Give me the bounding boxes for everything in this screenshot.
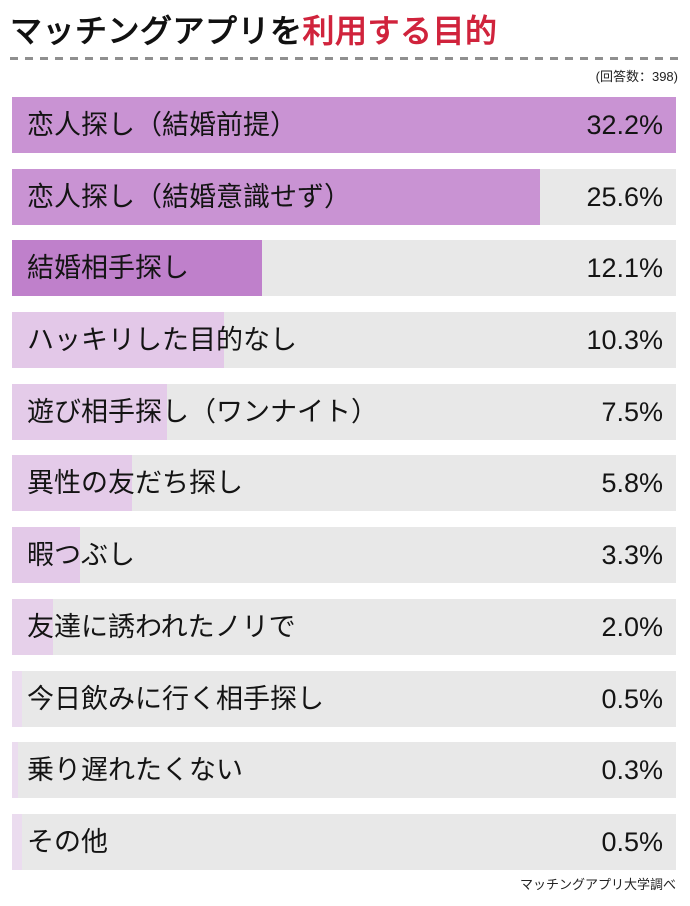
bar-label: 結婚相手探し (27, 253, 189, 284)
bar-row: 暇つぶし 3.3% (12, 527, 676, 584)
bar-row: 恋人探し（結婚前提） 32.2% (12, 97, 676, 153)
bar-value: 25.6% (586, 181, 663, 212)
page-title-black: マッチングアプリを (10, 13, 303, 49)
bar-label: 乗り遅れたくない (27, 755, 243, 786)
bar-row: 結婚相手探し 12.1% (12, 240, 676, 297)
page-title: マッチングアプリを利用する目的 (10, 6, 498, 52)
bar-row: その他 0.5% (12, 813, 676, 870)
bar-row: 遊び相手探し（ワンナイト） 7.5% (12, 383, 676, 440)
bar-fill (12, 312, 225, 369)
bar-fill (12, 455, 132, 512)
bar-label: その他 (27, 826, 108, 857)
bar-fill (12, 598, 54, 655)
bar-value: 3.3% (601, 540, 663, 571)
bar-value: 32.2% (586, 110, 663, 140)
bar-chart: 恋人探し（結婚前提） 32.2% 恋人探し（結婚意識せず） 25.6% 結婚相手… (12, 97, 676, 870)
bar-value: 7.5% (601, 396, 663, 427)
bar-fill (12, 383, 167, 440)
bar-row: 今日飲みに行く相手探し 0.5% (12, 670, 676, 727)
bar-row: 異性の友だち探し 5.8% (12, 455, 676, 512)
bar-fill (12, 527, 81, 584)
bar-label: 友達に誘われたノリで (27, 611, 296, 642)
bar-label: 暇つぶし (27, 540, 135, 571)
respondents-note: (回答数：398) (595, 69, 678, 84)
bar-value: 0.5% (601, 683, 663, 714)
bar-label: 遊び相手探し（ワンナイト） (27, 396, 378, 427)
bar-value: 0.5% (601, 826, 663, 857)
bar-fill (12, 670, 23, 727)
bar-value: 5.8% (601, 468, 663, 499)
dashed-divider (10, 57, 680, 60)
bar-value: 2.0% (601, 611, 663, 642)
bar-value: 12.1% (586, 253, 663, 284)
bar-value: 0.3% (601, 755, 663, 786)
bar-row: 乗り遅れたくない 0.3% (12, 742, 676, 799)
bar-row: 友達に誘われたノリで 2.0% (12, 598, 676, 655)
bar-fill (12, 168, 540, 225)
bar-fill (12, 97, 676, 153)
bar-label: 恋人探し（結婚意識せず） (27, 181, 351, 212)
bar-label: ハッキリした目的なし (27, 325, 297, 356)
source-credit: マッチングアプリ大学調べ (519, 877, 676, 892)
bar-fill (12, 240, 262, 297)
bar-label: 異性の友だち探し (27, 468, 243, 499)
bar-row: 恋人探し（結婚意識せず） 25.6% (12, 168, 676, 225)
bar-value: 10.3% (586, 325, 663, 356)
bar-row: ハッキリした目的なし 10.3% (12, 312, 676, 369)
page-title-red: 利用する目的 (302, 13, 498, 49)
bar-fill (12, 742, 19, 799)
bar-label: 恋人探し（結婚前提） (27, 110, 297, 140)
bar-label: 今日飲みに行く相手探し (27, 683, 324, 714)
bar-fill (12, 813, 23, 870)
